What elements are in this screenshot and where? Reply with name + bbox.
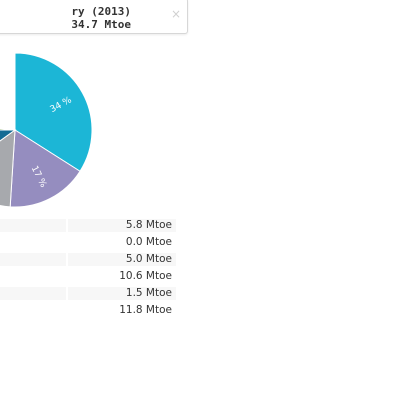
row-value: 0.0 Mtoe [125,236,172,248]
table-row: 0.0 Mtoe [0,234,178,251]
pie-slice[interactable] [0,128,16,208]
row-value: 10.6 Mtoe [119,270,172,282]
row-band-left [0,304,66,317]
table-row: 5.8 Mtoe [0,217,178,234]
tooltip-title: ry (2013) [71,5,131,18]
pie-slice[interactable] [0,129,17,175]
table-row: 5.0 Mtoe [0,251,178,268]
values-table: 5.8 Mtoe 0.0 Mtoe 5.0 Mtoe 10.6 Mtoe 1.5… [0,217,178,319]
pie-slices [0,52,93,208]
row-band-left [0,270,66,283]
table-row: 10.6 Mtoe [0,268,178,285]
tooltip-header: ry (2013) 34.7 Mtoe × [0,0,188,34]
pie-slice[interactable] [9,129,81,208]
close-icon[interactable]: × [170,7,182,21]
row-value: 11.8 Mtoe [119,304,172,316]
tooltip-total: 34.7 Mtoe [71,18,131,31]
row-band-right [68,219,176,232]
row-band-right [68,287,176,300]
row-value: 5.0 Mtoe [125,253,172,265]
row-band-left [0,287,66,300]
row-value: 5.8 Mtoe [125,219,172,231]
row-band-left [0,219,66,232]
row-band-left [0,236,66,249]
row-value: 1.5 Mtoe [125,287,172,299]
row-band-right [68,253,176,266]
pie-slice[interactable] [0,123,16,131]
table-row: 1.5 Mtoe [0,285,178,302]
table-row: 11.8 Mtoe [0,302,178,319]
row-band-left [0,253,66,266]
